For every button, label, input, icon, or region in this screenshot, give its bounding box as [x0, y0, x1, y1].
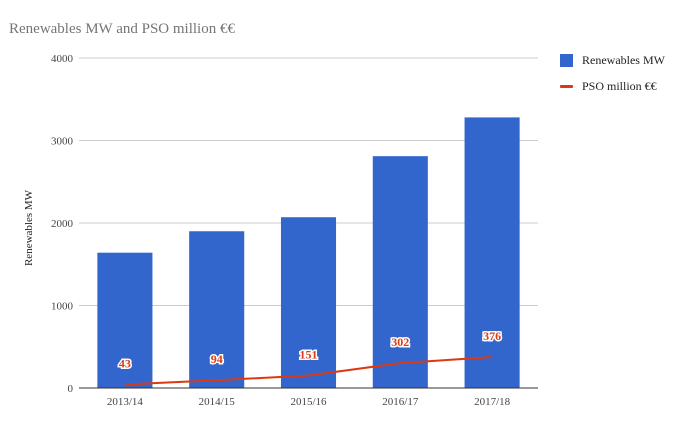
y-tick-label: 3000 — [51, 136, 74, 148]
y-tick-label: 4000 — [51, 53, 74, 65]
x-tick-label: 2015/16 — [290, 396, 327, 408]
x-tick-label: 2013/14 — [107, 396, 144, 408]
bar — [189, 231, 245, 388]
legend: Renewables MW PSO million €€ — [560, 53, 665, 105]
y-tick-label: 0 — [68, 383, 74, 395]
data-label: 151 — [300, 348, 318, 362]
data-label: 94 — [211, 352, 223, 366]
bar — [280, 217, 337, 388]
legend-item-renewables[interactable]: Renewables MW — [560, 53, 665, 67]
chart-title: Renewables MW and PSO million €€ — [9, 21, 235, 37]
x-tick-label: 2014/15 — [199, 396, 236, 408]
data-label: 376 — [483, 329, 501, 343]
legend-label-pso: PSO million €€ — [582, 78, 657, 93]
legend-label-renewables: Renewables MW — [582, 52, 665, 67]
series-line-pso — [124, 355, 493, 386]
x-tick-label: 2016/17 — [382, 396, 419, 408]
data-label: 302 — [391, 335, 409, 349]
legend-swatch-bar — [560, 53, 573, 67]
bar — [372, 156, 428, 388]
data-label: 43 — [119, 356, 131, 370]
y-tick-label: 2000 — [51, 218, 74, 230]
legend-item-pso[interactable]: PSO million €€ — [560, 79, 665, 93]
legend-swatch-line — [560, 84, 573, 88]
bar — [464, 117, 520, 389]
x-tick-label: 2017/18 — [474, 396, 511, 408]
y-tick-label: 1000 — [51, 301, 74, 313]
bar — [97, 252, 153, 388]
